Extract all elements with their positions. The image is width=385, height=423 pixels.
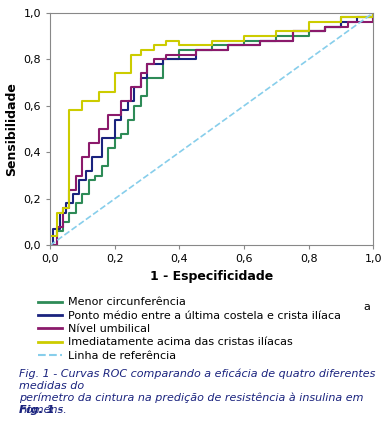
Legend: Menor circunferência, Ponto médio entre a última costela e crista ilíaca, Nível : Menor circunferência, Ponto médio entre … — [38, 297, 341, 361]
Y-axis label: Sensibilidade: Sensibilidade — [5, 82, 18, 176]
Text: a: a — [364, 302, 371, 312]
Text: Fig. 1 - Curvas ROC comparando a eficácia de quatro diferentes medidas do
períme: Fig. 1 - Curvas ROC comparando a eficáci… — [19, 368, 376, 415]
Text: Fig. 1 -: Fig. 1 - — [19, 404, 63, 415]
X-axis label: 1 - Especificidade: 1 - Especificidade — [150, 270, 273, 283]
